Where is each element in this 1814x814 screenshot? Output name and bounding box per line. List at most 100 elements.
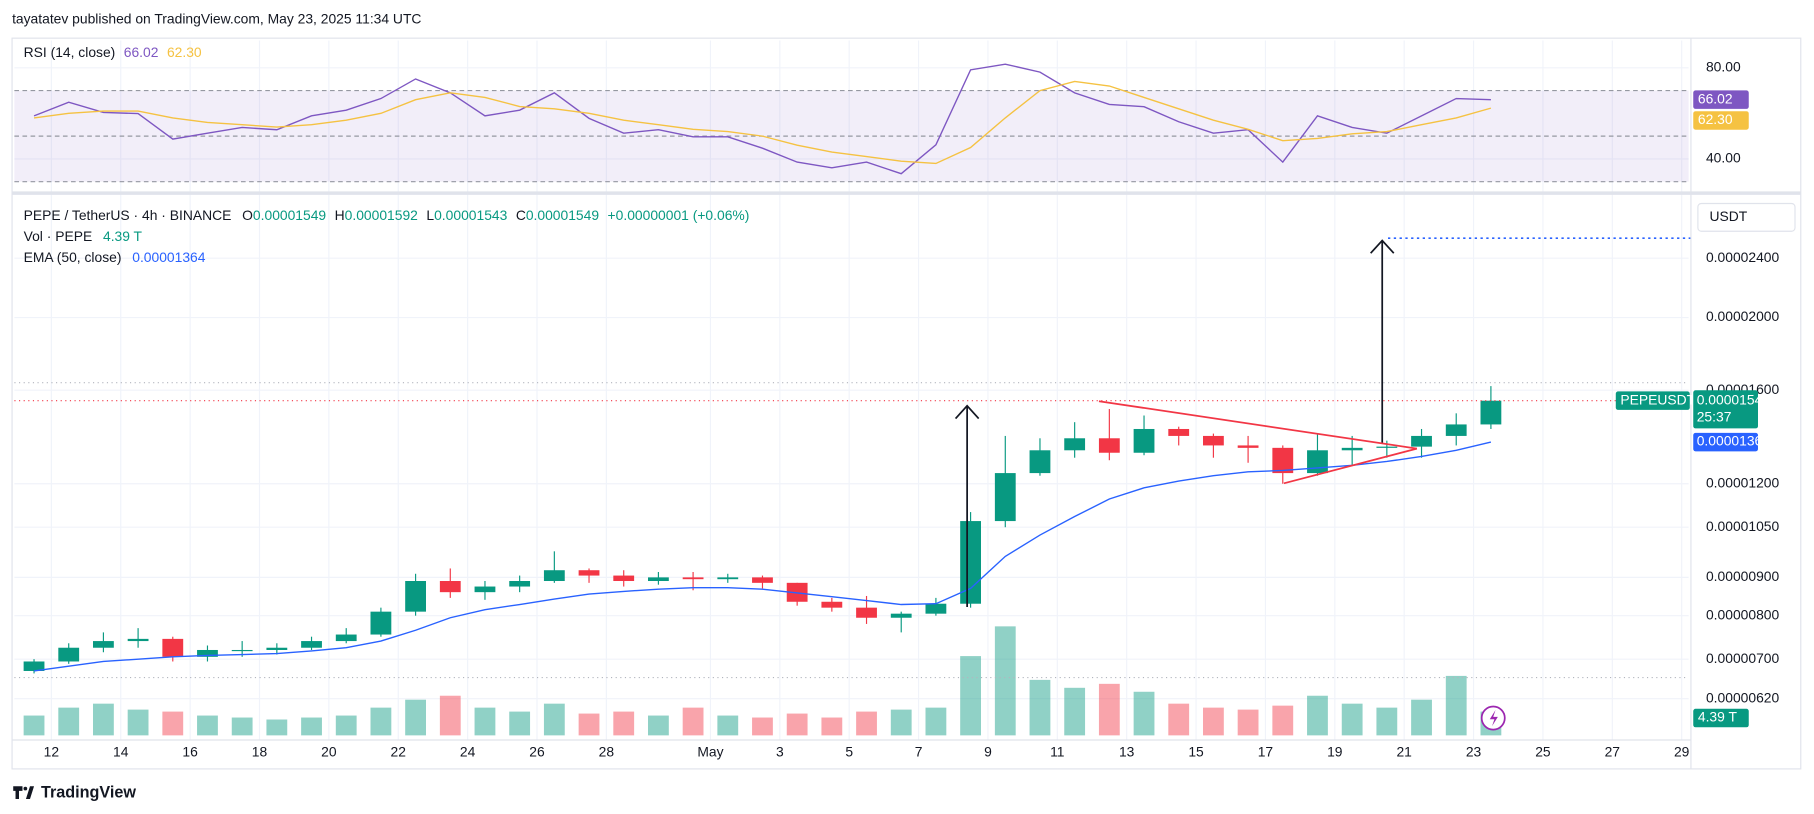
x-tick-label: 15	[1188, 743, 1204, 759]
x-tick-label: 20	[321, 743, 337, 759]
volume-bar	[405, 699, 426, 736]
volume-layer	[23, 626, 1502, 736]
volume-tag-text: 4.39 T	[1698, 709, 1738, 725]
candle-body	[856, 607, 877, 618]
ohlc-value: 0.00001592	[345, 207, 419, 223]
unit-box[interactable]	[1697, 202, 1796, 232]
candle-body	[1272, 447, 1294, 474]
candle-body	[474, 586, 496, 593]
x-tick-label: 3	[776, 743, 784, 759]
x-tick-label: 28	[599, 743, 615, 759]
candle-body	[1237, 445, 1259, 448]
symbol-tag-text: PEPEUSDT	[1620, 391, 1695, 407]
volume-bar	[93, 703, 114, 736]
candle-body	[613, 575, 635, 582]
x-tick-label: 13	[1119, 743, 1135, 759]
x-tick-label: 23	[1466, 743, 1482, 759]
candle-body	[1168, 428, 1190, 436]
footer-logo: TradingView	[13, 783, 136, 801]
candle-body	[23, 661, 45, 671]
logo-dot	[23, 786, 28, 791]
ohlc-key: O	[242, 207, 253, 223]
candle-body	[821, 601, 843, 608]
rsi-band-layer	[14, 89, 1689, 183]
y-tick-label: 0.00002400	[1706, 249, 1780, 265]
candle-body	[93, 641, 114, 648]
candle-body	[197, 649, 218, 657]
volume-bar	[370, 707, 392, 736]
candle-body	[1307, 450, 1328, 474]
volume-bar	[23, 715, 45, 736]
countdown-text: 25:37	[1697, 409, 1732, 425]
volume-bar	[1272, 705, 1294, 736]
volume-bar	[335, 715, 357, 736]
volume-legend: Vol · PEPE 4.39 T	[24, 228, 143, 244]
candle-body	[1480, 400, 1502, 425]
candle-body	[1203, 435, 1224, 446]
mark-layer	[14, 63, 1689, 674]
x-tick-label: 9	[984, 743, 992, 759]
x-tick-label: 18	[252, 743, 268, 759]
volume-tag	[1693, 708, 1749, 728]
volume-bar	[1168, 703, 1190, 736]
volume-bar	[439, 695, 461, 736]
volume-bar	[717, 715, 739, 736]
y-tick-label: 0.00000620	[1706, 689, 1780, 705]
x-tick-label: 5	[845, 743, 853, 759]
x-tick-label: 24	[460, 743, 476, 759]
candle-body	[648, 577, 669, 582]
ohlc-value: 0.00001543	[434, 207, 508, 223]
volume-bar	[266, 719, 288, 736]
x-tick-label: May	[697, 743, 723, 759]
triangle-lower-line	[1283, 447, 1418, 485]
volume-bar	[127, 709, 149, 736]
annotations	[14, 237, 1691, 679]
volume-bar	[578, 713, 600, 736]
volume-bar	[752, 717, 773, 736]
candle-body	[439, 581, 461, 593]
ema-legend: EMA (50, close) 0.00001364	[24, 249, 206, 265]
candle-body	[1376, 446, 1398, 448]
volume-bar	[821, 717, 843, 736]
volume-value: 4.39 T	[103, 228, 143, 244]
x-tick-label: 19	[1327, 743, 1343, 759]
x-tick-label: 12	[44, 743, 60, 759]
symbol-legend: PEPE / TetherUS · 4h · BINANCE O 0.000015…	[24, 207, 750, 223]
volume-bar	[1029, 679, 1051, 736]
candle-body	[1411, 435, 1432, 447]
ohlc-key: L	[426, 207, 434, 223]
volume-bar	[1341, 703, 1363, 736]
candle-body	[509, 581, 531, 587]
volume-bar	[1098, 683, 1120, 736]
volume-bar	[1237, 709, 1259, 736]
value-tag	[1693, 111, 1749, 130]
y-tick-label: 0.00001200	[1706, 474, 1780, 490]
x-tick-label: 27	[1605, 743, 1621, 759]
symbol-name: PEPE / TetherUS · 4h · BINANCE	[24, 207, 232, 223]
y-tick-label: 80.00	[1706, 58, 1741, 74]
volume-bar	[1376, 707, 1398, 736]
price-tag-text: 0.00001549	[1697, 391, 1771, 407]
candle-body	[1064, 438, 1086, 451]
volume-bar	[1411, 699, 1432, 736]
x-tick-label: 26	[529, 743, 545, 759]
volume-bar	[682, 707, 704, 736]
volume-bar	[1445, 675, 1467, 736]
volume-bar	[1064, 687, 1086, 736]
y-tick-label: 0.00000700	[1706, 650, 1780, 666]
candle-body	[890, 613, 912, 618]
arrow-head	[1370, 239, 1395, 254]
candle-body	[1445, 424, 1467, 436]
change-value: +0.00000001 (+0.06%)	[608, 207, 750, 223]
triangle-upper-line	[1098, 400, 1418, 450]
symbol-tag	[1615, 391, 1690, 410]
candle-body	[994, 473, 1016, 522]
candle-body	[717, 577, 739, 580]
x-tick-label: 22	[391, 743, 407, 759]
volume-bar	[162, 711, 184, 736]
volume-bar	[231, 717, 253, 736]
candle-body	[370, 611, 392, 635]
volume-bar	[925, 707, 947, 736]
candle-body	[405, 581, 426, 612]
